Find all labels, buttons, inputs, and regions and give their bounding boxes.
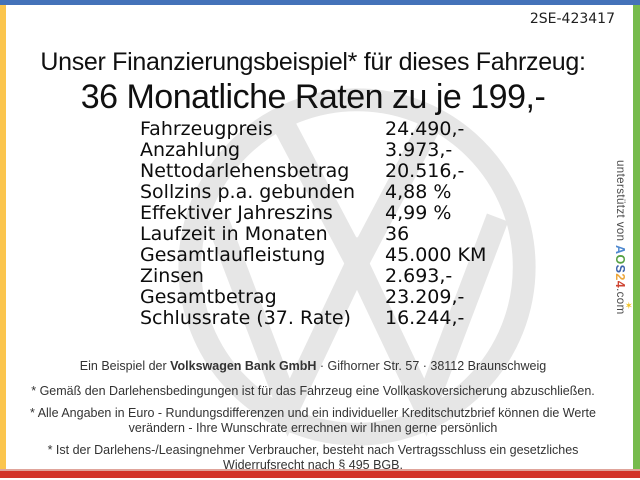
bank-disclaimer-prefix: Ein Beispiel der (79, 359, 171, 373)
table-row: Anzahlung 3.973,- (140, 140, 486, 161)
table-row: Effektiver Jahreszins 4,99 % (140, 203, 486, 224)
table-row: Nettodarlehensbetrag 20.516,- (140, 161, 486, 182)
row-label: Nettodarlehensbetrag (140, 160, 350, 182)
row-value: 4,88 % (385, 181, 452, 203)
table-row: Schlussrate (37. Rate) 16.244,- (140, 308, 486, 329)
brand-domain-suffix: .com (614, 288, 626, 315)
row-value: 2.693,- (385, 265, 453, 287)
row-value: 16.244,- (385, 307, 465, 329)
brand-letter: 2 (613, 273, 627, 281)
frame-top-bar (0, 0, 640, 5)
row-label: Sollzins p.a. gebunden (140, 181, 355, 203)
footnote-line: * Gemäß den Darlehensbedingungen ist für… (31, 384, 595, 398)
footnote: * Ist der Darlehens-/Leasingnehmer Verbr… (14, 443, 612, 473)
footnote: * Alle Angaben in Euro - Rundungsdiffere… (14, 406, 612, 436)
supported-by-label: unterstützt von (614, 160, 626, 246)
finance-table: Fahrzeugpreis 24.490,- Anzahlung 3.973,-… (140, 119, 486, 329)
star-icon: ✶ (624, 301, 633, 312)
brand-letter: S (613, 264, 627, 274)
row-value: 23.209,- (385, 286, 465, 308)
row-label: Laufzeit in Monaten (140, 223, 328, 245)
footnote-line: Widerrufsrecht nach § 495 BGB. (223, 458, 403, 472)
table-row: Gesamtbetrag 23.209,- (140, 287, 486, 308)
table-row: Gesamtlaufleistung 45.000 KM (140, 245, 486, 266)
table-row: Laufzeit in Monaten 36 (140, 224, 486, 245)
row-value: 45.000 KM (385, 244, 487, 266)
row-value: 3.973,- (385, 139, 453, 161)
row-label: Effektiver Jahreszins (140, 202, 333, 224)
frame-left-bar (0, 5, 6, 469)
footnotes: * Gemäß den Darlehensbedingungen ist für… (14, 384, 612, 480)
row-label: Zinsen (140, 265, 204, 287)
row-value: 4,99 % (385, 202, 452, 224)
row-label: Anzahlung (140, 139, 241, 161)
page-subtitle: 36 Monatliche Raten zu je 199,- (80, 78, 546, 116)
row-value: 36 (385, 223, 410, 245)
bank-name: Volkswagen Bank GmbH (170, 359, 317, 373)
table-row: Zinsen 2.693,- (140, 266, 486, 287)
footnote: * Gemäß den Darlehensbedingungen ist für… (14, 384, 612, 399)
row-label: Gesamtlaufleistung (140, 244, 326, 266)
table-row: Sollzins p.a. gebunden 4,88 % (140, 182, 486, 203)
page-title: Unser Finanzierungsbeispiel* für dieses … (40, 48, 586, 76)
aos24-brand: AOS24 (613, 245, 627, 288)
footnote-line: * Alle Angaben in Euro - Rundungsdiffere… (30, 406, 596, 420)
footnote-line: * Ist der Darlehens-/Leasingnehmer Verbr… (47, 443, 579, 457)
bank-disclaimer: Ein Beispiel der Volkswagen Bank GmbH · … (10, 359, 616, 373)
document-code: 2SE-423417 (529, 11, 615, 27)
row-value: 20.516,- (385, 160, 465, 182)
brand-letter: 4 (613, 280, 627, 289)
brand-letter: A (613, 245, 627, 255)
brand-letter: O (613, 254, 627, 265)
vw-logo-watermark-icon (178, 88, 536, 446)
footnote-line: verändern - Ihre Wunschrate errechnen wi… (128, 421, 498, 435)
bank-disclaimer-suffix: · Gifhorner Str. 57 · 38112 Braunschweig (316, 359, 547, 373)
supported-by-vertical: unterstützt von AOS24.com (613, 160, 627, 360)
frame-right-bar (633, 5, 640, 469)
row-label: Gesamtbetrag (140, 286, 277, 308)
row-label: Schlussrate (37. Rate) (140, 307, 351, 329)
table-row: Fahrzeugpreis 24.490,- (140, 119, 486, 140)
frame-bottom-bar (0, 469, 640, 478)
row-value: 24.490,- (385, 118, 465, 140)
row-label: Fahrzeugpreis (140, 118, 273, 140)
